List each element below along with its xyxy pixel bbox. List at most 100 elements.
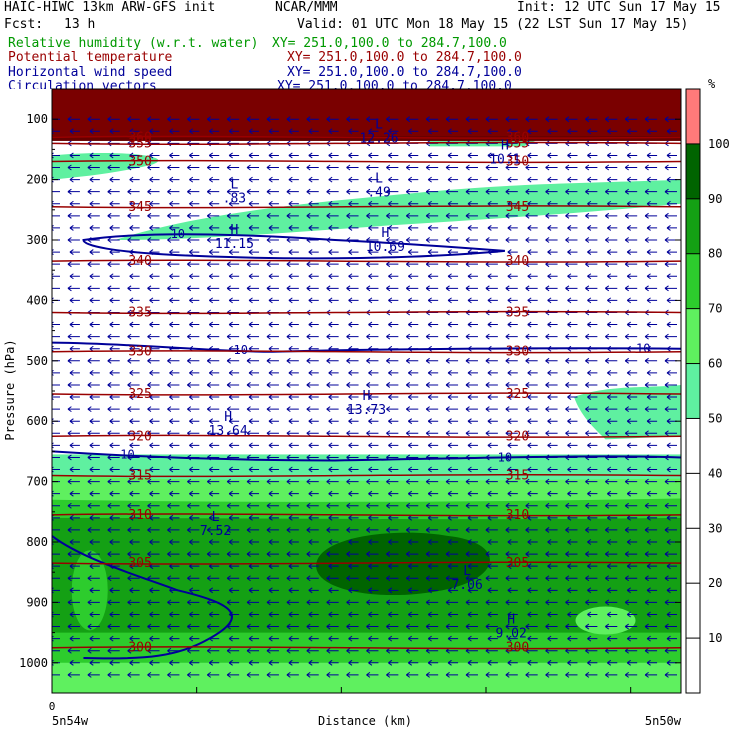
wind-vector — [545, 430, 558, 437]
wind-vector — [206, 575, 220, 582]
wind-vector — [246, 575, 260, 582]
wind-vector — [129, 273, 140, 280]
wind-vector — [427, 466, 439, 473]
wind-vector — [427, 587, 439, 594]
wind-vector — [228, 587, 240, 594]
wind-vector — [664, 382, 677, 388]
wind-vector — [447, 225, 459, 231]
wind-vector — [89, 321, 100, 328]
wind-vector — [467, 128, 478, 135]
wind-vector — [67, 406, 80, 413]
extremum-value: 13.73 — [347, 403, 386, 418]
wind-vector — [187, 237, 200, 243]
wind-vector — [208, 152, 220, 159]
wind-vector — [666, 442, 677, 449]
model-title: HAIC-HIWC 13km ARW-GFS init — [4, 0, 216, 15]
wind-vector — [288, 442, 299, 449]
wind-vector — [167, 527, 180, 533]
wind-vector — [624, 285, 638, 292]
wind-contour — [52, 450, 681, 462]
wind-vector — [505, 502, 518, 509]
wind-vector — [567, 273, 578, 280]
extremum-value: 7.52 — [200, 524, 231, 539]
wind-vector — [167, 575, 180, 582]
wind-vector — [386, 599, 399, 606]
wind-vector — [585, 430, 598, 437]
wind-vector — [646, 225, 658, 231]
wind-vector — [507, 611, 518, 618]
wind-vector — [585, 575, 598, 582]
wind-vector — [308, 490, 319, 497]
theta-contour — [52, 646, 681, 650]
wind-vector — [465, 285, 478, 292]
field-vectors-xy: XY= 251.0,100.0 to 284.7,100.0 — [277, 80, 512, 89]
wind-vector — [565, 237, 578, 243]
wind-vector — [52, 456, 60, 458]
colorbar-label: 100 — [708, 137, 730, 151]
wind-vector — [67, 575, 80, 582]
wind-vector — [348, 466, 359, 473]
wind-vector — [425, 502, 439, 509]
wind-vector — [87, 623, 100, 630]
wind-vector — [425, 237, 439, 243]
theta-contour — [52, 159, 681, 164]
wind-vector — [565, 478, 578, 485]
wind-vector — [286, 430, 299, 437]
wind-vector — [268, 466, 279, 473]
wind-vector — [69, 659, 80, 666]
wind-vector — [87, 285, 100, 292]
wind-vector — [585, 551, 598, 557]
wind-vector — [666, 369, 677, 376]
wind-vector — [52, 200, 60, 207]
wind-vector — [447, 176, 459, 183]
wind-vector — [208, 442, 220, 449]
wind-vector — [386, 623, 399, 630]
wind-vector — [308, 321, 319, 328]
wind-vector — [149, 369, 160, 376]
colorbar-frame — [685, 88, 701, 694]
wind-vector — [445, 527, 459, 533]
wind-vector — [286, 647, 299, 654]
wind-vector — [664, 261, 677, 268]
wind-vector — [447, 418, 459, 425]
wind-vector — [69, 176, 80, 183]
wind-vector — [246, 551, 260, 557]
wind-vector — [147, 551, 160, 557]
wind-vector — [109, 539, 120, 545]
wind-vector — [328, 200, 339, 207]
wind-vector — [485, 382, 498, 388]
rh-band — [52, 662, 681, 693]
wind-vector — [107, 478, 120, 485]
wind-vector — [644, 237, 658, 243]
wind-vector — [505, 188, 518, 195]
wind-vector — [626, 297, 638, 304]
wind-vector — [169, 442, 180, 449]
wind-vector — [427, 539, 439, 545]
wind-vector — [587, 297, 598, 304]
wind-vector — [89, 635, 100, 642]
wind-vector — [445, 333, 459, 340]
wind-vector — [427, 152, 439, 159]
wind-vector — [306, 333, 319, 340]
wind-vector — [368, 321, 379, 328]
wind-vector — [288, 466, 299, 473]
org-label: NCAR/MMM — [275, 0, 338, 15]
wind-vector — [407, 273, 419, 280]
wind-vector — [266, 188, 279, 195]
wind-vector — [308, 273, 319, 280]
wind-vector — [525, 357, 538, 364]
wind-vector — [149, 321, 160, 328]
wind-vector — [149, 176, 160, 183]
wind-vector — [626, 563, 638, 570]
wind-vector — [427, 321, 439, 328]
wind-vector — [147, 671, 160, 678]
wind-vector — [306, 478, 319, 485]
extremum-marker: H — [363, 389, 371, 404]
wind-vector — [87, 382, 100, 388]
wind-vector — [189, 635, 200, 642]
theta-contour-label: 320 — [506, 429, 529, 444]
wind-vector — [308, 176, 319, 183]
wind-vector — [644, 527, 658, 533]
wind-vector — [567, 152, 578, 159]
wind-vector — [547, 442, 558, 449]
